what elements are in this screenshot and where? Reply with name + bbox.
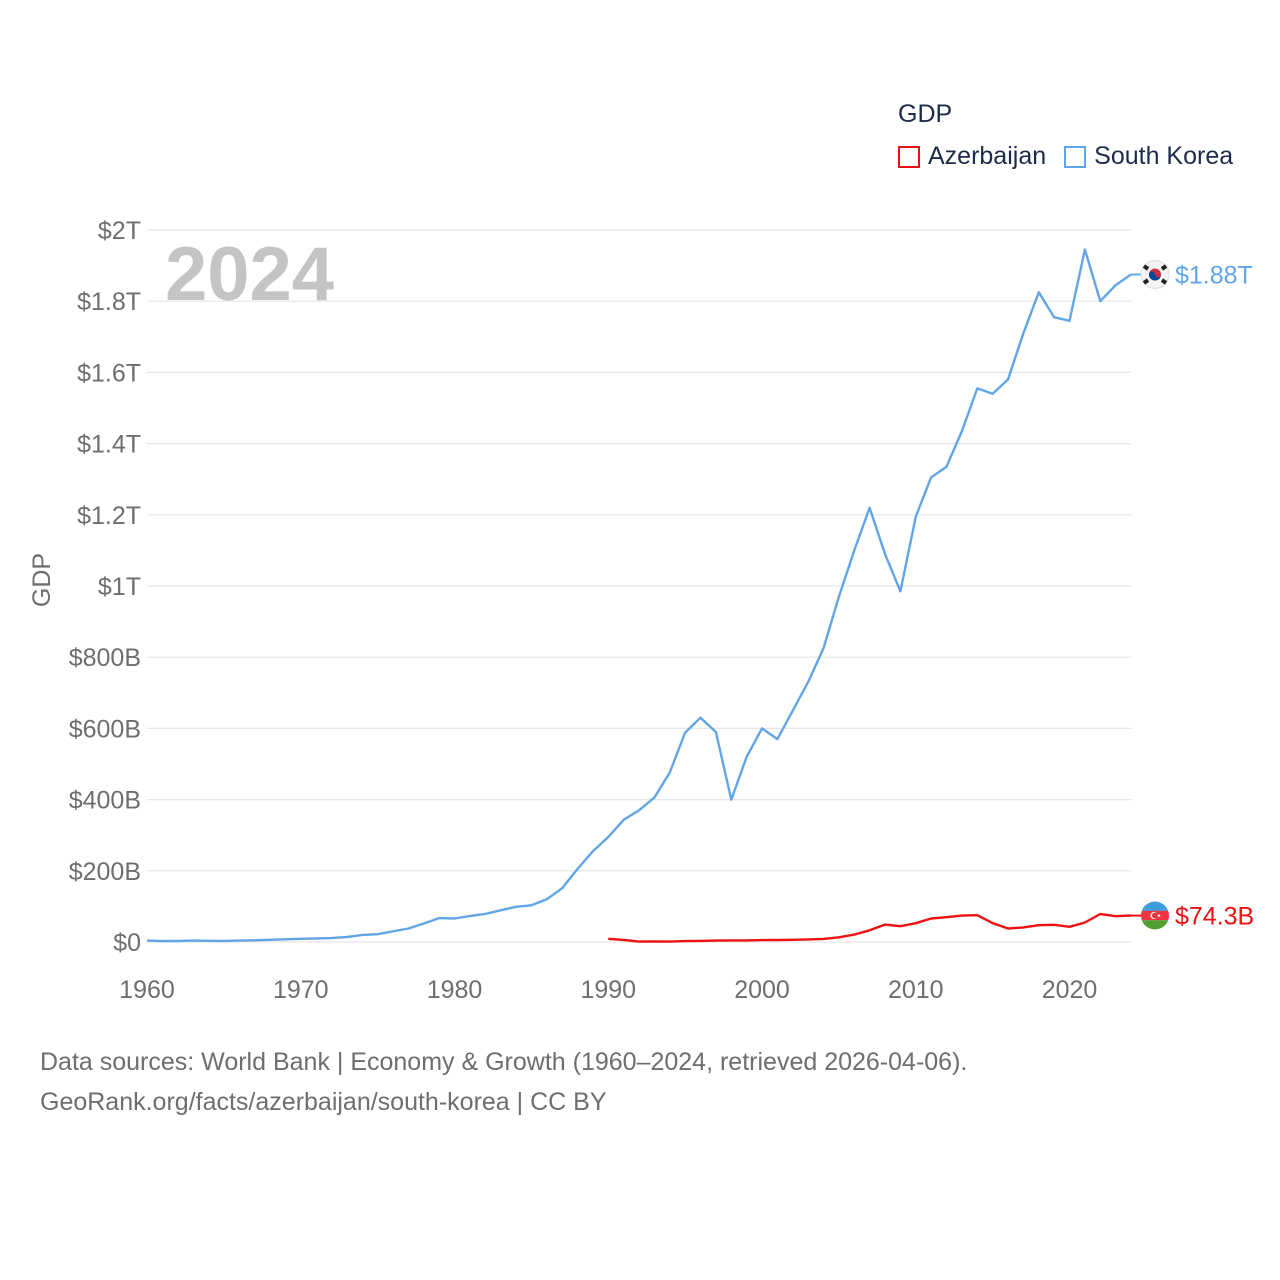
x-tick-label: 2010	[888, 976, 944, 1004]
y-tick-label: $200B	[69, 858, 141, 886]
legend-title: GDP	[898, 100, 953, 128]
y-tick-label: $0	[113, 929, 141, 957]
source-line-2[interactable]: GeoRank.org/facts/azerbaijan/south-korea…	[40, 1088, 607, 1116]
x-tick-label: 1980	[427, 976, 483, 1004]
y-tick-label: $1T	[98, 573, 141, 601]
azerbaijan-flag-icon	[1141, 901, 1169, 930]
legend-item-south-korea[interactable]: South Korea	[1064, 142, 1233, 171]
series-line-azerbaijan[interactable]	[608, 912, 1132, 943]
x-tick-label: 2000	[734, 976, 790, 1004]
y-tick-label: $1.8T	[77, 288, 141, 316]
series-line-south-korea[interactable]	[146, 248, 1132, 943]
y-tick-label: $800B	[69, 644, 141, 672]
series-lines	[146, 248, 1132, 943]
gridlines	[147, 229, 1131, 943]
x-tick-label: 1960	[119, 976, 175, 1004]
source-line-1: Data sources: World Bank | Economy & Gro…	[40, 1048, 968, 1076]
data-source-note: Data sources: World Bank | Economy & Gro…	[40, 1042, 967, 1122]
legend: Azerbaijan South Korea	[898, 142, 1251, 171]
year-label: 2024	[165, 232, 334, 317]
south-korea-flag-icon	[1140, 260, 1170, 289]
legend-swatch-south-korea	[1064, 145, 1087, 168]
legend-label-azerbaijan: Azerbaijan	[928, 142, 1047, 170]
x-tick-label: 1990	[580, 976, 636, 1004]
series-end-markers: $1.88T $74.3B	[1131, 260, 1254, 931]
y-tick-label: $1.2T	[77, 502, 141, 530]
y-tick-label: $600B	[69, 715, 141, 743]
end-label-south-korea: $1.88T	[1175, 262, 1253, 290]
x-tick-label: 2020	[1042, 976, 1098, 1004]
legend-swatch-azerbaijan	[898, 145, 920, 168]
legend-label-south-korea: South Korea	[1094, 142, 1234, 170]
y-axis-ticks: $0 $200B $400B $600B $800B $1T $1.2T $1.4T $1.6T…	[69, 217, 141, 957]
x-axis-ticks: 1960 1970 1980 1990 2000 2010 2020	[119, 976, 1097, 1004]
legend-item-azerbaijan[interactable]: Azerbaijan	[898, 142, 1046, 171]
x-tick-label: 1970	[273, 976, 329, 1004]
y-tick-label: $400B	[69, 787, 141, 815]
y-tick-label: $1.4T	[77, 431, 141, 459]
y-axis-title: GDP	[28, 553, 56, 607]
y-tick-label: $1.6T	[77, 359, 141, 387]
y-tick-label: $2T	[98, 217, 141, 245]
end-label-azerbaijan: $74.3B	[1175, 903, 1254, 931]
